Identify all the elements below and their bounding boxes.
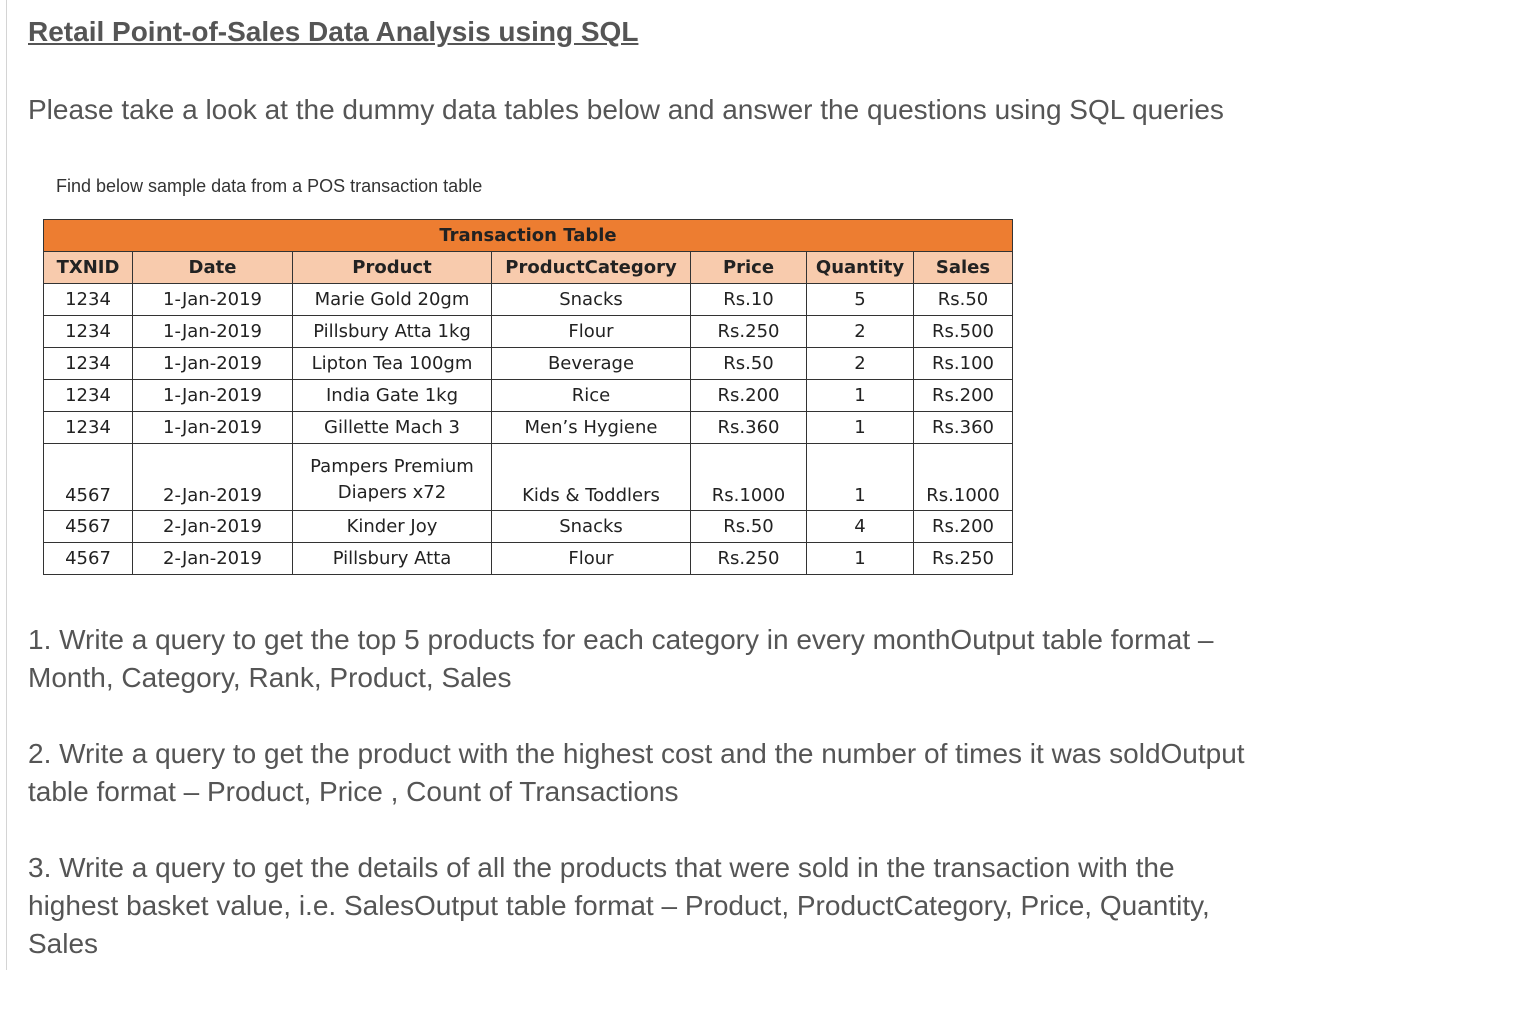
- cell-txnid: 4567: [43, 443, 133, 511]
- cell-product-line2: Diapers x72: [337, 482, 447, 503]
- cell-date: 1-Jan-2019: [132, 315, 293, 348]
- cell-category: Snacks: [491, 283, 691, 316]
- cell-product: Pillsbury Atta 1kg: [292, 315, 492, 348]
- cell-txnid: 4567: [43, 542, 133, 575]
- cell-txnid: 1234: [43, 315, 133, 348]
- cell-category: Flour: [491, 542, 691, 575]
- cell-date: 2-Jan-2019: [132, 443, 293, 511]
- cell-sales: Rs.1000: [913, 443, 1013, 511]
- cell-sales: Rs.100: [913, 347, 1013, 380]
- header-product-category: ProductCategory: [491, 251, 691, 284]
- cell-quantity: 1: [806, 379, 914, 412]
- cell-product: Gillette Mach 3: [292, 411, 492, 444]
- cell-date: 2-Jan-2019: [132, 542, 293, 575]
- cell-txnid: 1234: [43, 347, 133, 380]
- cell-product: Pampers Premium Diapers x72: [292, 443, 492, 511]
- cell-product: Marie Gold 20gm: [292, 283, 492, 316]
- table-row: 1234 1-Jan-2019 Gillette Mach 3 Men’s Hy…: [43, 411, 1013, 444]
- left-border: [6, 0, 7, 970]
- cell-category: Rice: [491, 379, 691, 412]
- cell-txnid: 1234: [43, 411, 133, 444]
- cell-txnid: 1234: [43, 283, 133, 316]
- cell-quantity: 1: [806, 443, 914, 511]
- question-1-line2: Month, Category, Rank, Product, Sales: [28, 662, 512, 693]
- cell-date: 1-Jan-2019: [132, 283, 293, 316]
- cell-date: 1-Jan-2019: [132, 347, 293, 380]
- cell-product: India Gate 1kg: [292, 379, 492, 412]
- table-row: 1234 1-Jan-2019 Lipton Tea 100gm Beverag…: [43, 347, 1013, 380]
- cell-price: Rs.360: [690, 411, 807, 444]
- cell-date: 2-Jan-2019: [132, 510, 293, 543]
- table-row: 1234 1-Jan-2019 Marie Gold 20gm Snacks R…: [43, 283, 1013, 316]
- question-1: 1. Write a query to get the top 5 produc…: [28, 621, 1328, 697]
- header-product: Product: [292, 251, 492, 284]
- question-2-line2: table format – Product, Price , Count of…: [28, 776, 679, 807]
- table-row: 4567 2-Jan-2019 Kinder Joy Snacks Rs.50 …: [43, 510, 1013, 543]
- cell-price: Rs.50: [690, 510, 807, 543]
- cell-quantity: 5: [806, 283, 914, 316]
- cell-category: Flour: [491, 315, 691, 348]
- table-row: 4567 2-Jan-2019 Pampers Premium Diapers …: [43, 443, 1013, 511]
- cell-category: Beverage: [491, 347, 691, 380]
- cell-category: Snacks: [491, 510, 691, 543]
- question-2: 2. Write a query to get the product with…: [28, 735, 1328, 811]
- question-3-line2: highest basket value, i.e. SalesOutput t…: [28, 890, 1210, 921]
- cell-quantity: 2: [806, 315, 914, 348]
- cell-category: Kids & Toddlers: [491, 443, 691, 511]
- cell-quantity: 1: [806, 411, 914, 444]
- cell-sales: Rs.360: [913, 411, 1013, 444]
- table-row: 1234 1-Jan-2019 Pillsbury Atta 1kg Flour…: [43, 315, 1013, 348]
- cell-price: Rs.250: [690, 542, 807, 575]
- table-title: Transaction Table: [43, 219, 1013, 252]
- cell-txnid: 1234: [43, 379, 133, 412]
- cell-category: Men’s Hygiene: [491, 411, 691, 444]
- question-2-line1: 2. Write a query to get the product with…: [28, 738, 1245, 769]
- question-1-line1: 1. Write a query to get the top 5 produc…: [28, 624, 1214, 655]
- question-3-line1: 3. Write a query to get the details of a…: [28, 852, 1175, 883]
- cell-date: 1-Jan-2019: [132, 379, 293, 412]
- table-row: 4567 2-Jan-2019 Pillsbury Atta Flour Rs.…: [43, 542, 1013, 575]
- cell-txnid: 4567: [43, 510, 133, 543]
- cell-sales: Rs.200: [913, 510, 1013, 543]
- cell-sales: Rs.250: [913, 542, 1013, 575]
- cell-price: Rs.10: [690, 283, 807, 316]
- header-sales: Sales: [913, 251, 1013, 284]
- cell-product: Lipton Tea 100gm: [292, 347, 492, 380]
- intro-text: Please take a look at the dummy data tab…: [28, 94, 1224, 125]
- table-row: 1234 1-Jan-2019 India Gate 1kg Rice Rs.2…: [43, 379, 1013, 412]
- question-3: 3. Write a query to get the details of a…: [28, 849, 1328, 963]
- question-3-line3: Sales: [28, 928, 99, 959]
- cell-quantity: 2: [806, 347, 914, 380]
- cell-product-line1: Pampers Premium: [310, 456, 474, 477]
- table-caption: Find below sample data from a POS transa…: [56, 176, 483, 196]
- cell-date: 1-Jan-2019: [132, 411, 293, 444]
- cell-price: Rs.200: [690, 379, 807, 412]
- cell-product: Kinder Joy: [292, 510, 492, 543]
- header-quantity: Quantity: [806, 251, 914, 284]
- cell-product: Pillsbury Atta: [292, 542, 492, 575]
- page-title: Retail Point-of-Sales Data Analysis usin…: [28, 16, 639, 47]
- cell-sales: Rs.200: [913, 379, 1013, 412]
- transaction-table: Transaction Table TXNID Date Product Pro…: [43, 219, 1013, 575]
- cell-price: Rs.250: [690, 315, 807, 348]
- header-txnid: TXNID: [43, 251, 133, 284]
- cell-quantity: 1: [806, 542, 914, 575]
- cell-sales: Rs.500: [913, 315, 1013, 348]
- cell-price: Rs.1000: [690, 443, 807, 511]
- header-date: Date: [132, 251, 293, 284]
- header-price: Price: [690, 251, 807, 284]
- cell-sales: Rs.50: [913, 283, 1013, 316]
- cell-price: Rs.50: [690, 347, 807, 380]
- cell-quantity: 4: [806, 510, 914, 543]
